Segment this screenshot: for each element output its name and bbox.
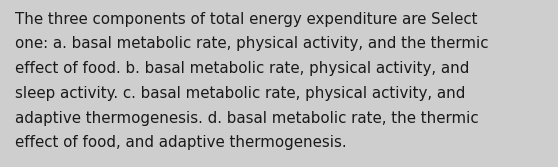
Text: one: a. basal metabolic rate, physical activity, and the thermic: one: a. basal metabolic rate, physical a…: [15, 36, 489, 51]
Text: effect of food. b. basal metabolic rate, physical activity, and: effect of food. b. basal metabolic rate,…: [15, 61, 469, 76]
Text: adaptive thermogenesis. d. basal metabolic rate, the thermic: adaptive thermogenesis. d. basal metabol…: [15, 111, 479, 126]
Text: The three components of total energy expenditure are Select: The three components of total energy exp…: [15, 12, 478, 27]
Text: sleep activity. c. basal metabolic rate, physical activity, and: sleep activity. c. basal metabolic rate,…: [15, 86, 465, 101]
Text: effect of food, and adaptive thermogenesis.: effect of food, and adaptive thermogenes…: [15, 135, 347, 150]
